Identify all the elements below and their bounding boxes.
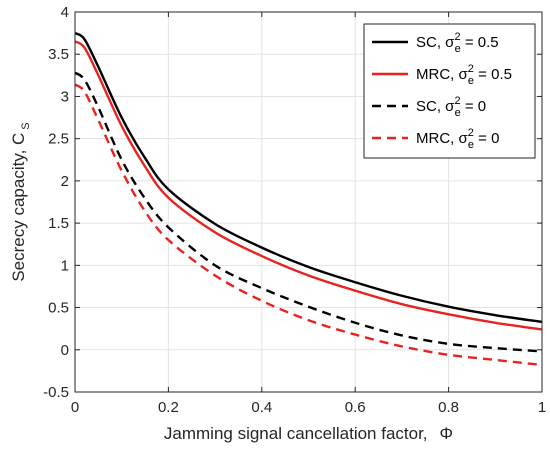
series-line-0 xyxy=(74,32,543,324)
series-line-3 xyxy=(74,83,543,367)
y-tick-label: 0 xyxy=(61,342,69,359)
y-tick-label: 1 xyxy=(61,257,69,274)
x-tick-label: 0.8 xyxy=(438,399,459,416)
x-tick-label: 0.6 xyxy=(345,399,366,416)
series-line-2 xyxy=(74,71,543,353)
legend-box xyxy=(363,23,536,159)
series-line-1 xyxy=(74,40,543,331)
y-tick-label: -0.5 xyxy=(43,384,69,401)
y-tick-label: 0.5 xyxy=(48,300,69,317)
ticks xyxy=(74,11,543,393)
y-tick-label: 1.5 xyxy=(48,215,69,232)
legend-label-1: MRC, σ2 e = 0.5 xyxy=(416,63,512,87)
tick-labels: 0 0.2 0.4 0.6 0.8 1-0.500.511.522.533.54 xyxy=(43,4,546,416)
x-axis-label: Jamming signal cancellation factor, Φ xyxy=(164,424,453,443)
y-tick-label: 2 xyxy=(61,173,69,190)
curves xyxy=(74,32,543,367)
x-tick-label: 0.4 xyxy=(251,399,272,416)
legend-label-0: SC, σ2 e = 0.5 xyxy=(416,31,499,55)
y-tick-label: 3 xyxy=(61,88,69,105)
y-tick-label: 3.5 xyxy=(48,46,69,63)
y-tick-label: 4 xyxy=(61,4,69,21)
x-tick-label: 0.2 xyxy=(158,399,179,416)
x-tick-label: 0 xyxy=(71,399,79,416)
y-axis-label: Secrecy capacity, CS xyxy=(9,122,32,281)
axes-box xyxy=(74,11,543,393)
legend: SC, σ2 e = 0.5 MRC, σ2 e = 0.5 SC, σ2 e = 0 MR… xyxy=(363,23,536,159)
legend-label-3: MRC, σ2 e = 0 xyxy=(416,127,499,151)
x-tick-label: 1 xyxy=(538,399,546,416)
y-tick-label: 2.5 xyxy=(48,131,69,148)
grid xyxy=(74,11,543,393)
legend-label-2: SC, σ2 e = 0 xyxy=(416,95,486,119)
